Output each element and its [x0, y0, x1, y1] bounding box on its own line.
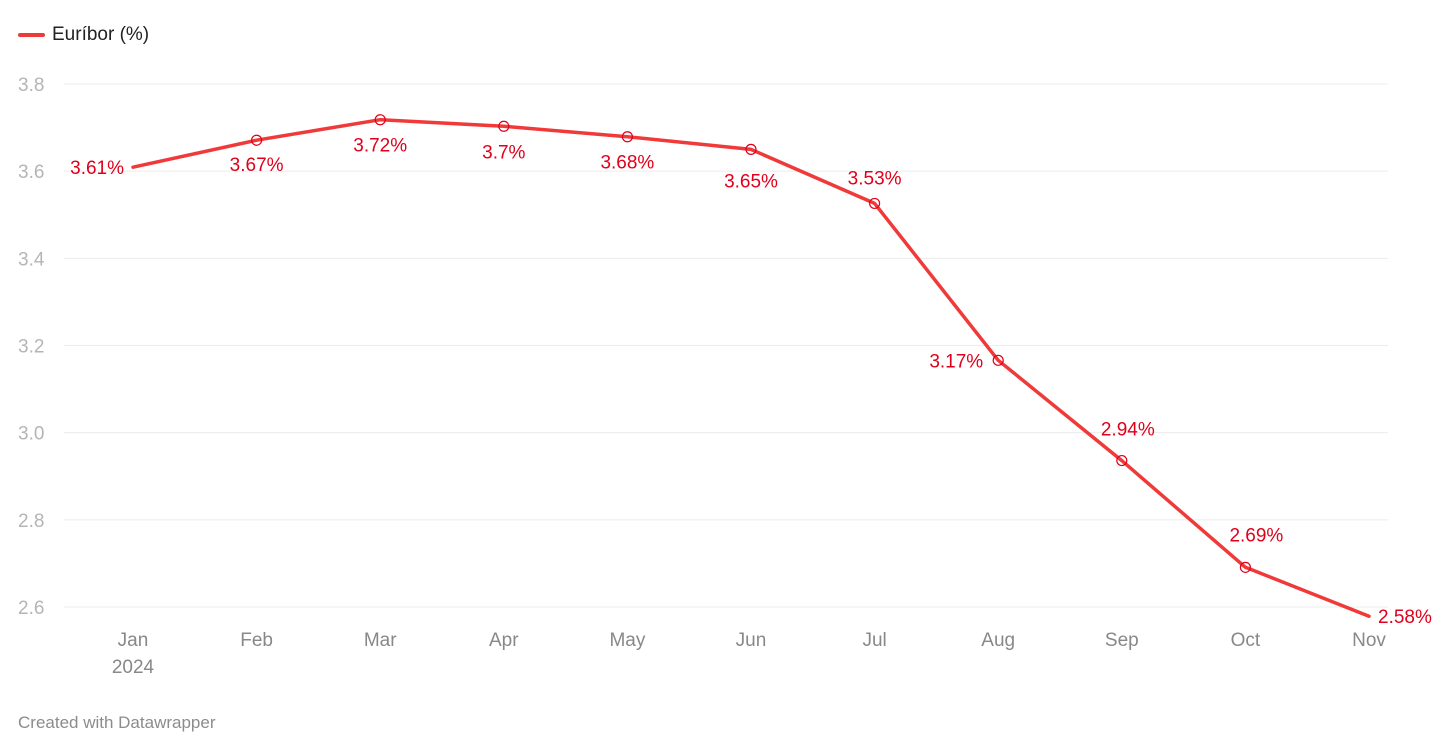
- data-points: [251, 114, 1252, 573]
- y-axis-ticks: 2.6 2.8 3.0 3.2 3.4 3.6 3.8: [18, 75, 45, 619]
- grid-lines: [64, 83, 1388, 608]
- data-label: 3.68%: [600, 153, 654, 174]
- y-tick-label: 2.8: [18, 511, 44, 532]
- legend-label: Euríbor (%): [52, 24, 150, 45]
- data-label: 3.72%: [353, 136, 407, 157]
- x-tick-label: May: [609, 630, 645, 651]
- data-point: [374, 114, 386, 126]
- data-label: 2.94%: [1101, 420, 1155, 441]
- data-labels: 3.61% 3.67% 3.72% 3.7% 3.68% 3.65% 3.53% 3.17% 2…: [70, 136, 1432, 628]
- x-tick-label: Sep: [1105, 630, 1139, 651]
- x-axis-ticks: Jan Feb Mar Apr May Jun Jul Aug Sep Oct Nov 2024: [112, 630, 1387, 678]
- data-label: 3.7%: [482, 142, 525, 163]
- x-tick-label: Jul: [862, 630, 886, 651]
- y-tick-label: 2.6: [18, 598, 44, 619]
- data-label: 3.53%: [848, 168, 902, 189]
- x-tick-label: Apr: [489, 630, 519, 651]
- x-tick-year-label: 2024: [112, 657, 155, 678]
- x-tick-label: Oct: [1231, 630, 1261, 651]
- data-point: [1116, 454, 1128, 467]
- x-tick-label: Aug: [981, 630, 1015, 651]
- y-tick-label: 3.2: [18, 337, 44, 358]
- y-tick-label: 3.0: [18, 424, 44, 445]
- y-tick-label: 3.8: [18, 75, 44, 96]
- data-point: [251, 134, 263, 146]
- data-point: [621, 131, 634, 143]
- x-tick-label: Mar: [364, 630, 397, 651]
- data-label: 2.69%: [1229, 525, 1283, 546]
- data-label: 3.67%: [230, 155, 284, 176]
- legend: Euríbor (%): [18, 22, 149, 48]
- y-tick-label: 3.6: [18, 162, 44, 183]
- data-point: [868, 197, 881, 210]
- footer-credit: Created with Datawrapper: [18, 713, 216, 732]
- x-tick-label: Jun: [736, 630, 767, 651]
- legend-swatch: [18, 33, 45, 37]
- data-label: 3.61%: [70, 158, 124, 179]
- x-tick-label: Nov: [1352, 630, 1386, 651]
- data-point: [992, 354, 1004, 366]
- y-tick-label: 3.4: [18, 249, 45, 270]
- data-label: 2.58%: [1378, 607, 1432, 628]
- series-line-euribor: [131, 117, 1371, 618]
- x-tick-label: Jan: [118, 630, 149, 651]
- data-label: 3.17%: [929, 351, 983, 372]
- data-point: [498, 120, 510, 132]
- x-tick-label: Feb: [240, 630, 273, 651]
- data-point: [745, 143, 757, 155]
- data-point: [1239, 561, 1252, 573]
- data-label: 3.65%: [724, 171, 778, 192]
